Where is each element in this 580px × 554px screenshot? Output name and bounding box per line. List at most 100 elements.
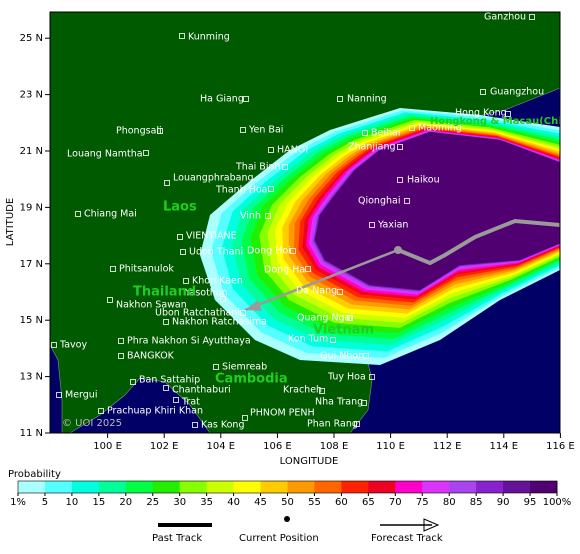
place-marker	[118, 353, 124, 359]
place-label: Tuy Hoa	[327, 372, 366, 383]
place-marker	[363, 353, 369, 359]
place-marker	[330, 337, 336, 343]
colorbar-swatch	[260, 481, 288, 493]
legend-current-position	[284, 516, 290, 522]
place-label: Maoming	[418, 123, 462, 134]
x-tick-label: 106 E	[263, 441, 292, 452]
place-label: Kon Tum	[288, 334, 328, 345]
place-label: Qui Nhon	[320, 351, 364, 362]
x-tick-label: 110 E	[376, 441, 405, 452]
place-marker	[110, 266, 116, 272]
place-label: Ubon Ratchathani	[155, 308, 240, 319]
place-label: Tavoy	[59, 340, 87, 351]
colorbar-tick-label: 50	[281, 497, 294, 508]
colorbar-swatch	[395, 481, 423, 493]
place-marker	[505, 111, 511, 117]
place-label: Louangphrabang	[173, 173, 254, 184]
place-marker	[56, 392, 62, 398]
place-marker	[173, 397, 179, 403]
y-tick-label: 23 N	[20, 90, 43, 101]
place-marker	[529, 14, 535, 20]
region-label: Hongkong & Macau(China)	[430, 116, 580, 127]
region-label: Cambodia	[215, 372, 288, 387]
place-label: Vinh	[240, 211, 261, 222]
place-marker	[347, 315, 353, 321]
place-label: Nha Trang	[315, 397, 363, 408]
map-frame	[49, 11, 561, 434]
place-marker	[354, 421, 360, 427]
colorbar-swatch	[206, 481, 235, 493]
place-label: Thai Binh	[235, 162, 281, 173]
place-marker	[319, 388, 325, 394]
region-label: Vietnam	[313, 323, 374, 338]
place-label: Nakhon Sawan	[116, 300, 187, 311]
place-label: Prachuap Khiri Khan	[107, 406, 203, 417]
colorbar-swatch	[233, 481, 262, 493]
colorbar-tick-label: 5	[42, 497, 48, 508]
place-marker	[268, 186, 274, 192]
place-label: Guangzhou	[490, 87, 544, 98]
colorbar-tick-label: 85	[470, 497, 483, 508]
colorbar-tick-label: 80	[443, 497, 456, 508]
y-tick-label: 17 N	[20, 259, 43, 270]
place-label: Phitsanulok	[119, 264, 174, 275]
place-marker	[107, 297, 113, 303]
x-tick-label: 102 E	[150, 441, 179, 452]
colorbar-tick-label: 60	[335, 497, 348, 508]
colorbar-tick-label: 25	[146, 497, 159, 508]
place-marker	[98, 408, 104, 414]
x-tick-label: 100 E	[93, 441, 122, 452]
places: Ganzhou Kunming Nanning Ha Giang Guangzhou Ho…	[51, 12, 580, 431]
place-label: Nakhon Ratchasima	[172, 317, 267, 328]
legend-label: Past Track	[152, 533, 202, 544]
place-marker	[220, 296, 226, 302]
place-marker	[177, 234, 183, 240]
place-marker	[268, 147, 274, 153]
place-marker	[265, 213, 271, 219]
colorbar-tick-label: 40	[227, 497, 240, 508]
place-label: HANOI	[277, 145, 308, 156]
place-label: Ganzhou	[484, 12, 526, 23]
place-label: Thanh Hoa	[215, 185, 268, 196]
place-label: Yen Bai	[248, 125, 283, 136]
place-label: Zhanjiang	[348, 142, 396, 153]
place-label: Khon Kaen	[192, 276, 243, 287]
legend-label: Current Position	[239, 533, 319, 544]
colorbar-swatch	[125, 481, 154, 493]
colorbar-swatch	[98, 481, 127, 493]
colorbar-swatch	[449, 481, 477, 493]
place-label: Udon Thani	[189, 247, 243, 258]
place-marker	[143, 150, 149, 156]
place-label: Phongsali	[116, 126, 162, 137]
colorbar-swatch	[152, 481, 181, 493]
legend-arrow	[423, 518, 440, 532]
place-label: Trat	[181, 397, 200, 408]
colorbar-tick-label: 10	[66, 497, 79, 508]
colorbar-swatch	[44, 481, 73, 493]
colorbar-swatch	[530, 481, 558, 493]
place-label: Kas Kong	[201, 420, 244, 431]
place-marker	[179, 33, 185, 39]
place-label: Hong Kong	[455, 108, 507, 119]
x-tick-label: 116 E	[546, 441, 575, 452]
past-track	[397, 218, 560, 266]
place-marker	[337, 289, 343, 295]
place-marker	[240, 310, 246, 316]
place-marker	[130, 379, 136, 385]
place-label: PHNOM PENH	[250, 408, 315, 419]
place-marker	[243, 96, 249, 102]
colorbar-tick-label: 70	[389, 497, 402, 508]
colorbar-tick-label: 30	[173, 497, 186, 508]
place-marker	[397, 144, 403, 150]
y-tick-label: 11 N	[20, 428, 43, 439]
place-label: Phan Rang	[307, 419, 358, 430]
place-marker	[337, 96, 343, 102]
y-tick-label: 21 N	[20, 146, 43, 157]
place-label: Nanning	[347, 94, 387, 105]
place-marker	[75, 211, 81, 217]
legend-label: Forecast Track	[371, 533, 443, 544]
place-label: Phra Nakhon Si Ayutthaya	[127, 336, 251, 347]
colorbar-swatch	[287, 481, 315, 493]
colorbar-title: Probability	[8, 469, 61, 480]
colorbar-swatch	[422, 481, 450, 493]
